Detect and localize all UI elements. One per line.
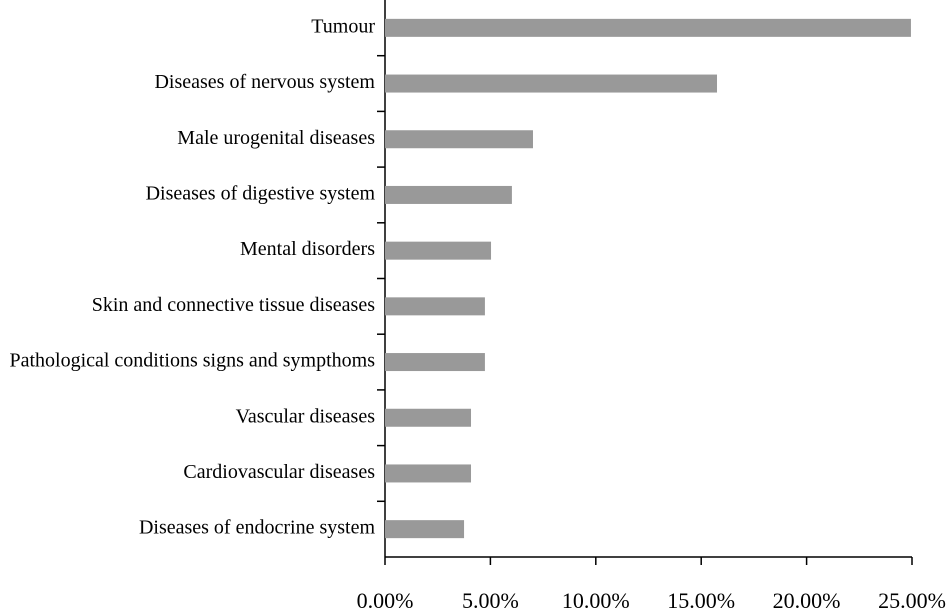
x-tick-label: 20.00%: [773, 588, 841, 613]
bar: [385, 130, 533, 149]
x-tick-label: 25.00%: [878, 588, 946, 613]
y-tick-label: Skin and connective tissue diseases: [92, 294, 375, 316]
y-tick-label: Pathological conditions signs and sympth…: [9, 350, 375, 372]
bar: [385, 520, 465, 539]
bar: [385, 74, 718, 93]
bar: [385, 18, 911, 37]
x-tick-label: 5.00%: [462, 588, 519, 613]
x-tick-label: 10.00%: [562, 588, 630, 613]
y-tick-label: Diseases of nervous system: [154, 71, 375, 93]
y-tick-label: Diseases of digestive system: [146, 183, 376, 205]
bar: [385, 464, 472, 483]
bar: [385, 408, 472, 427]
bar: [385, 297, 485, 316]
y-tick-label: Cardiovascular diseases: [183, 461, 375, 483]
y-tick-label: Vascular diseases: [236, 405, 376, 427]
bar: [385, 241, 492, 260]
x-tick-label: 15.00%: [667, 588, 735, 613]
x-tick-label: 0.00%: [357, 588, 414, 613]
y-tick-label: Male urogenital diseases: [177, 127, 375, 149]
bar: [385, 353, 485, 372]
y-tick-label: Diseases of endocrine system: [139, 517, 375, 539]
y-tick-label: Tumour: [311, 15, 375, 37]
y-tick-label: Mental disorders: [240, 238, 375, 260]
bar: [385, 185, 512, 204]
